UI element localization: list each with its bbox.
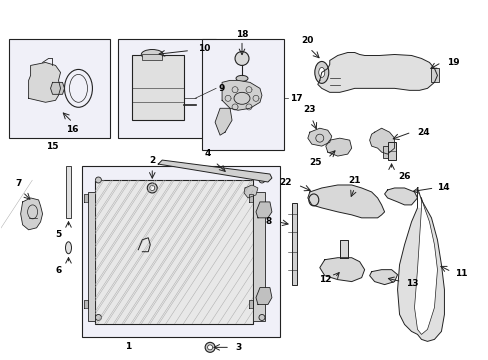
- Text: 1: 1: [125, 342, 131, 351]
- Polygon shape: [369, 128, 394, 154]
- Text: 24: 24: [417, 128, 429, 137]
- Text: 4: 4: [204, 149, 211, 158]
- Text: 16: 16: [66, 125, 79, 134]
- Text: 20: 20: [301, 36, 313, 45]
- Ellipse shape: [95, 177, 101, 183]
- Polygon shape: [215, 108, 232, 135]
- Ellipse shape: [318, 67, 324, 77]
- Polygon shape: [248, 300, 252, 307]
- Bar: [95, 180, 252, 324]
- Text: 12: 12: [319, 275, 331, 284]
- Polygon shape: [339, 240, 347, 258]
- Polygon shape: [325, 138, 351, 156]
- Ellipse shape: [147, 183, 157, 193]
- Text: 9: 9: [218, 84, 224, 93]
- Polygon shape: [369, 270, 397, 285]
- Text: 23: 23: [303, 105, 315, 114]
- Polygon shape: [384, 188, 417, 205]
- Bar: [9, 39, 110, 138]
- Ellipse shape: [204, 342, 215, 352]
- Bar: [252, 192, 264, 321]
- Text: 18: 18: [235, 30, 248, 39]
- Bar: [382, 146, 388, 158]
- Polygon shape: [222, 80, 262, 110]
- Bar: [202, 39, 284, 150]
- Text: 11: 11: [454, 269, 467, 278]
- Text: 7: 7: [16, 179, 22, 188]
- Text: 10: 10: [198, 44, 210, 53]
- Bar: [142, 54, 162, 60]
- Polygon shape: [20, 198, 42, 230]
- Bar: [387, 142, 395, 160]
- Polygon shape: [307, 185, 384, 218]
- Text: 19: 19: [447, 58, 459, 67]
- Bar: [95, 180, 252, 324]
- Polygon shape: [29, 62, 61, 102]
- Ellipse shape: [236, 75, 247, 81]
- Text: 17: 17: [289, 94, 302, 103]
- Polygon shape: [307, 128, 331, 146]
- Ellipse shape: [314, 62, 328, 84]
- Bar: [430, 68, 439, 82]
- Ellipse shape: [259, 315, 264, 320]
- Polygon shape: [84, 194, 88, 202]
- Bar: [65, 166, 71, 218]
- Text: 25: 25: [308, 158, 321, 167]
- Text: 3: 3: [235, 343, 241, 352]
- Ellipse shape: [149, 185, 154, 190]
- Text: 2: 2: [149, 156, 155, 165]
- Polygon shape: [317, 53, 437, 92]
- Polygon shape: [255, 202, 271, 218]
- Text: 22: 22: [279, 179, 291, 188]
- Text: 5: 5: [55, 230, 61, 239]
- Polygon shape: [158, 160, 271, 182]
- Polygon shape: [255, 288, 271, 305]
- Ellipse shape: [141, 50, 163, 59]
- Bar: [291, 203, 296, 285]
- Polygon shape: [50, 82, 64, 94]
- Ellipse shape: [235, 51, 248, 66]
- Text: 15: 15: [46, 142, 59, 151]
- Text: 26: 26: [398, 172, 410, 181]
- Bar: [132, 55, 184, 120]
- Polygon shape: [84, 300, 88, 307]
- Ellipse shape: [259, 177, 264, 183]
- Bar: [82, 166, 279, 337]
- Bar: [88, 192, 95, 321]
- Text: 8: 8: [265, 217, 271, 226]
- Bar: [118, 39, 216, 138]
- Text: 13: 13: [405, 279, 417, 288]
- Polygon shape: [319, 258, 364, 282]
- Ellipse shape: [207, 345, 212, 350]
- Polygon shape: [248, 194, 252, 202]
- Polygon shape: [397, 188, 444, 341]
- Text: 21: 21: [348, 176, 360, 185]
- Text: 6: 6: [55, 266, 61, 275]
- Ellipse shape: [95, 315, 101, 320]
- Ellipse shape: [65, 242, 71, 254]
- Text: 14: 14: [437, 184, 449, 193]
- Polygon shape: [244, 185, 258, 198]
